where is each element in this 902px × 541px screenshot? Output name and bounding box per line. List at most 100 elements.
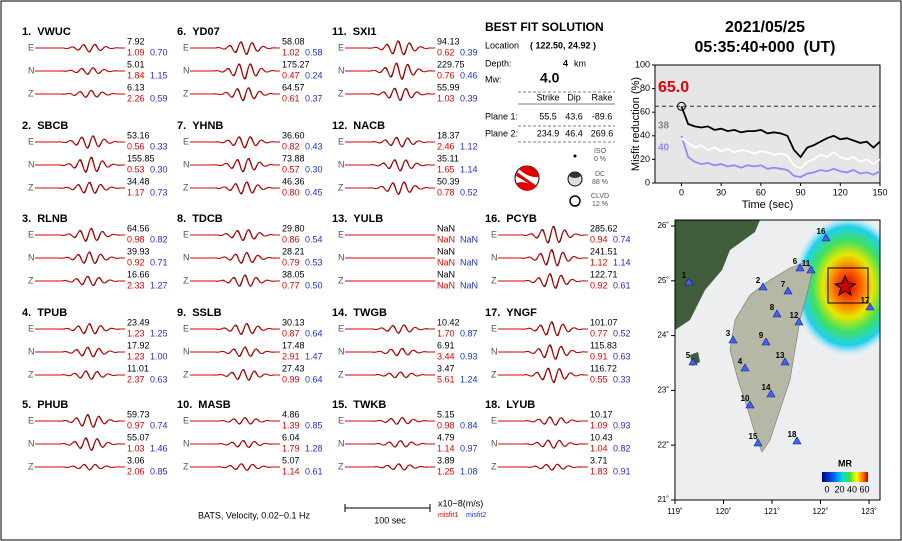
misfit2: 1.28: [305, 443, 323, 453]
misfit2: 0.84: [460, 420, 478, 430]
amplitude: 73.88: [282, 153, 305, 163]
amplitude: 36.60: [282, 130, 305, 140]
waveform-synthetic: [345, 63, 436, 80]
amplitude: 10.17: [590, 409, 613, 419]
station-map-label: 2: [756, 276, 761, 285]
misfit2: 0.71: [150, 257, 168, 267]
colorbar-tick: 60: [859, 484, 869, 494]
misfit2: 1.14: [613, 257, 631, 267]
misfit2: 0.97: [460, 443, 478, 453]
depth: 4: [563, 58, 568, 68]
amplitude: 17.92: [127, 340, 150, 350]
waveform-synthetic: [498, 440, 588, 449]
station-marker: [684, 277, 694, 286]
mw-label: Mw:: [485, 74, 502, 84]
misfit2: 0.70: [150, 47, 168, 57]
component-label: E: [183, 136, 189, 146]
component-label: N: [183, 252, 190, 262]
amplitude: 55.07: [127, 432, 150, 442]
misfit2: 1.14: [460, 164, 478, 174]
misfit2: 1.12: [460, 141, 478, 151]
component-label: N: [28, 65, 35, 75]
station-map-label: 8: [770, 303, 775, 312]
station-marker: [795, 263, 805, 272]
amplitude: 28.21: [282, 246, 305, 256]
component-percent: 88 %: [592, 179, 608, 186]
component-label: Z: [28, 275, 34, 285]
misfit1-legend: misfit1: [438, 512, 458, 519]
misfit2: 0.58: [305, 47, 323, 57]
iso-icon: [573, 154, 577, 158]
station-map-label: 11: [802, 259, 811, 268]
misfit2: 0.59: [150, 93, 168, 103]
misfit1: 0.98: [437, 420, 455, 430]
waveform-synthetic: [35, 182, 126, 194]
amplitude: 29.80: [282, 223, 305, 233]
station-name: YD07: [192, 26, 220, 38]
station-name: YULB: [353, 213, 383, 225]
station-title: 13. YULB: [332, 213, 383, 225]
amplitude: 5.01: [127, 59, 145, 69]
station-map-label: 9: [759, 331, 764, 340]
plane-value: 55.5: [539, 111, 557, 121]
station-title: 14. TWGB: [332, 307, 387, 319]
misfit2: 0.74: [613, 234, 631, 244]
waveform-synthetic: [35, 347, 125, 357]
misfit1: 0.56: [127, 141, 145, 151]
station-name: VWUC: [37, 26, 71, 38]
component-label: E: [491, 323, 497, 333]
component-label: Z: [28, 182, 34, 192]
plane-value: 234.9: [537, 128, 560, 138]
component-label: E: [183, 415, 189, 425]
misfit2: 0.82: [613, 443, 631, 453]
station-marker: [772, 309, 782, 318]
misfit1: 1.12: [590, 257, 608, 267]
component-label: Z: [183, 88, 189, 98]
misfit1: 1.09: [590, 420, 608, 430]
misfit2: 1.46: [150, 443, 168, 453]
misfit2: 0.39: [460, 93, 478, 103]
component-label: E: [491, 415, 497, 425]
component-label: N: [491, 252, 498, 262]
waveform-synthetic: [498, 345, 588, 360]
mw: 4.0: [540, 70, 560, 86]
misfit1: 1.83: [590, 466, 608, 476]
amplitude: 38.05: [282, 269, 305, 279]
amplitude: 3.06: [127, 455, 145, 465]
misfit1: 2.33: [127, 280, 145, 290]
amplitude: 59.73: [127, 409, 150, 419]
component-label: E: [183, 42, 189, 52]
station-number: 3.: [22, 213, 31, 225]
amplitude: 7.92: [127, 36, 145, 46]
amplitude: 3.71: [590, 455, 608, 465]
station-map-label: 12: [790, 311, 799, 320]
amplitude: 241.51: [590, 246, 618, 256]
component-label: Z: [28, 88, 34, 98]
y-tick-label: 100: [635, 59, 650, 69]
misfit2: 0.24: [305, 70, 323, 80]
misfit2: 0.64: [305, 328, 323, 338]
waveform-synthetic: [35, 228, 125, 242]
x-tick-label: 150: [872, 187, 887, 197]
station-number: 13.: [332, 213, 347, 225]
amplitude: 35.11: [437, 153, 459, 163]
amplitude: 6.13: [127, 82, 145, 92]
units: x10~8(m/s): [438, 498, 483, 508]
component-label: N: [491, 438, 498, 448]
annotation: 40: [658, 143, 670, 154]
waveform-synthetic: [35, 438, 125, 451]
component-percent: 0 %: [594, 156, 606, 163]
component-label: N: [28, 346, 35, 356]
waveform-synthetic: [35, 67, 125, 75]
station-name: TDCB: [192, 213, 223, 225]
amplitude: 155.85: [127, 153, 155, 163]
station-map-label: 3: [726, 329, 731, 338]
misfit1: 0.57: [282, 164, 300, 174]
amplitude: NaN: [437, 269, 455, 279]
station-number: 5.: [22, 399, 31, 411]
source-box: [827, 267, 869, 304]
map: [675, 220, 880, 500]
colorbar-tick: 20: [834, 484, 844, 494]
waveform-synthetic: [498, 368, 588, 383]
